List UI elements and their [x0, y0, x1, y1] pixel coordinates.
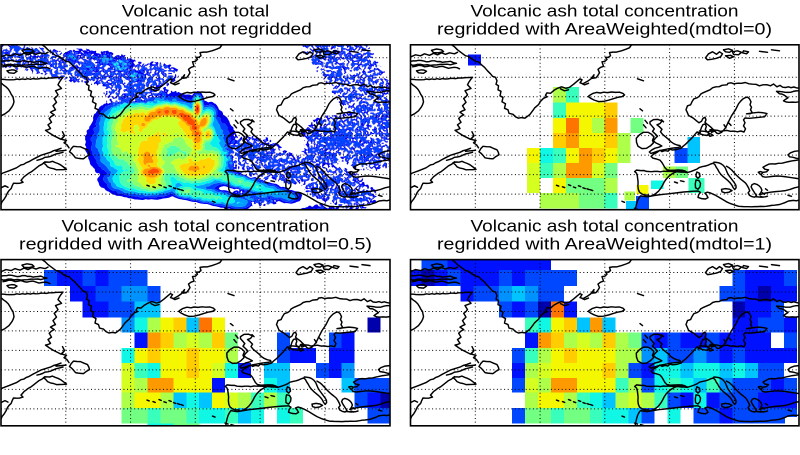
- svg-text:concentration not regridded: concentration not regridded: [79, 21, 312, 39]
- svg-text:Volcanic ash total concentrati: Volcanic ash total concentration: [471, 217, 739, 235]
- svg-text:regridded with AreaWeighted(md: regridded with AreaWeighted(mdtol=0): [437, 21, 772, 39]
- svg-text:regridded with AreaWeighted(md: regridded with AreaWeighted(mdtol=0.5): [19, 235, 372, 253]
- svg-text:Volcanic ash total: Volcanic ash total: [122, 3, 270, 21]
- svg-text:Volcanic ash total concentrati: Volcanic ash total concentration: [62, 217, 330, 235]
- svg-text:regridded with AreaWeighted(md: regridded with AreaWeighted(mdtol=1): [437, 235, 772, 253]
- svg-text:Volcanic ash total concentrati: Volcanic ash total concentration: [471, 3, 739, 21]
